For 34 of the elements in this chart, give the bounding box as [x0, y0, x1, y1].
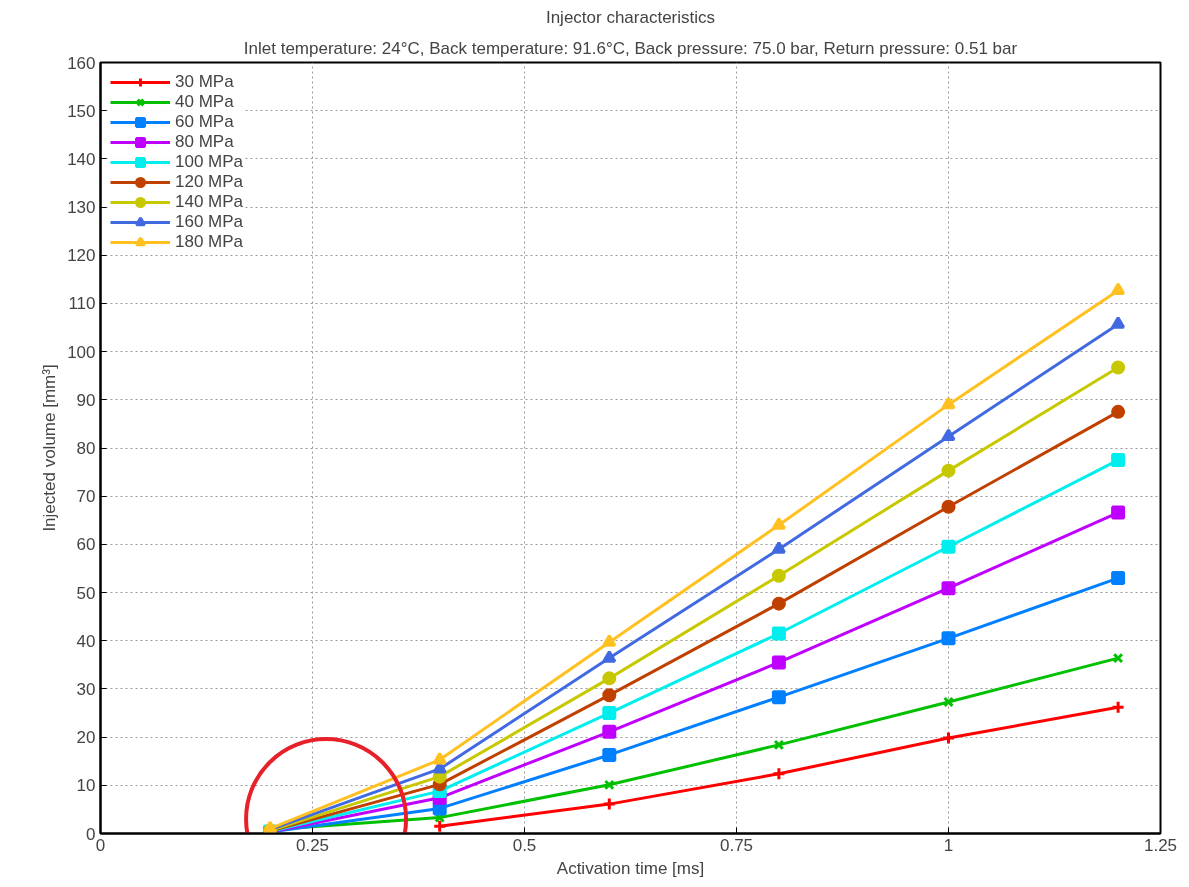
legend-label: 100 MPa	[175, 152, 244, 172]
x-tick-label: 1	[943, 835, 954, 855]
y-tick-label: 130	[67, 198, 96, 218]
y-tick-label: 90	[76, 390, 96, 410]
legend-label: 120 MPa	[175, 172, 244, 192]
legend-label: 30 MPa	[175, 72, 234, 92]
chart-subtitle: Inlet temperature: 24°C, Back temperature: 91.6°C, Back pressure: 75.0 bar, Return pressure: 0.51 bar	[243, 38, 1018, 58]
legend-label: 60 MPa	[175, 112, 234, 132]
y-tick-label: 100	[67, 342, 96, 362]
y-tick-label: 20	[76, 728, 96, 748]
y-tick-label: 10	[76, 776, 96, 796]
y-tick-label: 150	[67, 101, 96, 121]
legend-label: 80 MPa	[175, 132, 234, 152]
legend-label: 180 MPa	[175, 232, 244, 252]
y-tick-label: 160	[67, 53, 96, 73]
y-tick-label: 120	[67, 246, 96, 266]
y-tick-label: 50	[76, 583, 96, 603]
y-tick-label: 110	[68, 294, 96, 314]
x-tick-label: 1.25	[1143, 835, 1178, 855]
chart-title: Injector characteristics	[545, 7, 716, 27]
legend-label: 40 MPa	[175, 92, 234, 112]
y-tick-label: 40	[76, 631, 96, 651]
x-tick-label: 0.5	[512, 835, 537, 855]
y-tick-label: 60	[76, 535, 96, 555]
x-tick-label: 0.25	[295, 835, 330, 855]
y-tick-label: 30	[76, 679, 96, 699]
y-tick-label: 140	[67, 149, 96, 169]
legend-label: 160 MPa	[175, 212, 244, 232]
x-axis-title: Activation time [ms]	[556, 858, 705, 878]
y-tick-label: 70	[76, 487, 96, 507]
x-tick-label: 0.75	[719, 835, 754, 855]
y-tick-label: 80	[76, 439, 96, 458]
y-axis-title: Injected volume [mm³]	[40, 364, 60, 532]
legend-label: 140 MPa	[175, 192, 244, 212]
